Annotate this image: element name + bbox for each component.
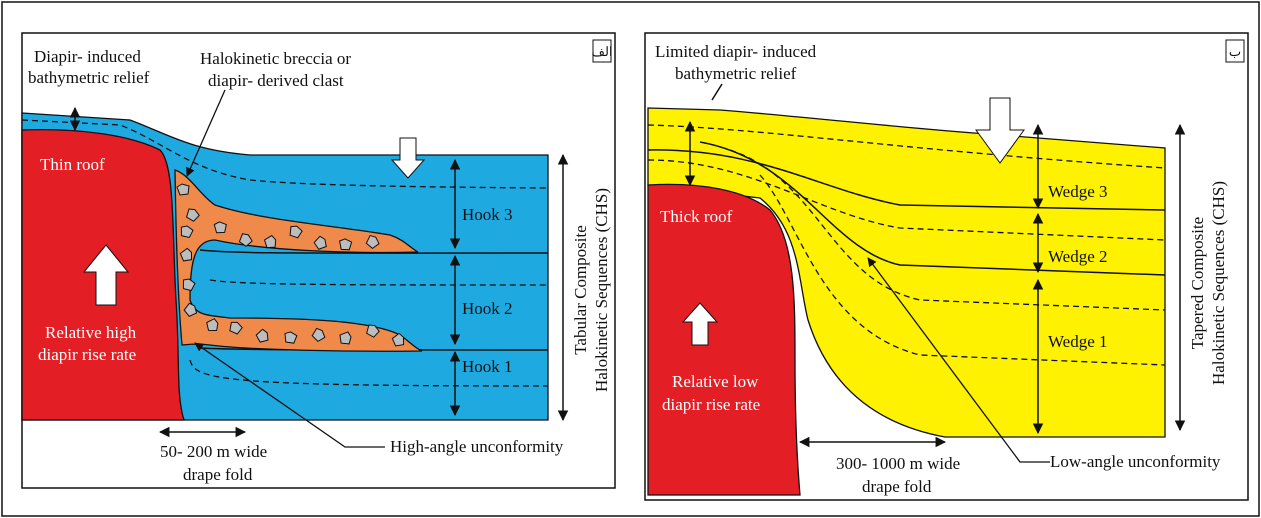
fold-text: 50- 200 m wide <box>160 442 267 461</box>
clast-text: Halokinetic breccia or <box>200 49 351 68</box>
unit-text: Hook 3 <box>462 205 513 224</box>
unit-text: Wedge 1 <box>1048 332 1108 351</box>
roof-text: Thick roof <box>660 207 733 226</box>
relief-text: bathymetric relief <box>675 64 797 83</box>
fold-text: drape fold <box>862 477 932 496</box>
fold-text: 300- 1000 m wide <box>836 454 960 473</box>
rate-text: diapir rise rate <box>38 345 136 364</box>
unit-text: Wedge 3 <box>1048 182 1108 201</box>
panel-label: ب <box>1229 44 1241 59</box>
roof-text: Thin roof <box>40 155 105 174</box>
panel-a: الف Diapir- induced bathymetric relief H… <box>22 33 615 488</box>
sequence-text: Halokinetic Sequences (CHS) <box>592 188 611 392</box>
relief-text: Limited diapir- induced <box>655 42 817 61</box>
fold-text: drape fold <box>183 465 253 484</box>
diapir <box>648 184 800 495</box>
relief-text: bathymetric relief <box>28 68 150 87</box>
rate-text: diapir rise rate <box>662 395 760 414</box>
rate-text: Relative high <box>45 323 137 342</box>
sequence-text: Tapered Composite <box>1188 217 1207 349</box>
sequence-text: Tabular Composite <box>571 225 590 355</box>
unit-text: Hook 2 <box>462 299 513 318</box>
rate-text: Relative low <box>672 372 759 391</box>
panel-b: ب Limited diapir- induced bathymetric re… <box>645 33 1248 500</box>
pointer <box>712 84 722 100</box>
relief-text: Diapir- induced <box>34 47 141 66</box>
panel-label: الف <box>591 44 612 59</box>
diagram: الف Diapir- induced bathymetric relief H… <box>0 0 1261 518</box>
unit-text: Hook 1 <box>462 357 513 376</box>
unconformity-text: High-angle unconformity <box>390 437 564 456</box>
sequence-text: Halokinetic Sequences (CHS) <box>1209 181 1228 385</box>
unit-text: Wedge 2 <box>1048 247 1108 266</box>
clast-text: diapir- derived clast <box>208 71 344 90</box>
unconformity-text: Low-angle unconformity <box>1050 452 1221 471</box>
